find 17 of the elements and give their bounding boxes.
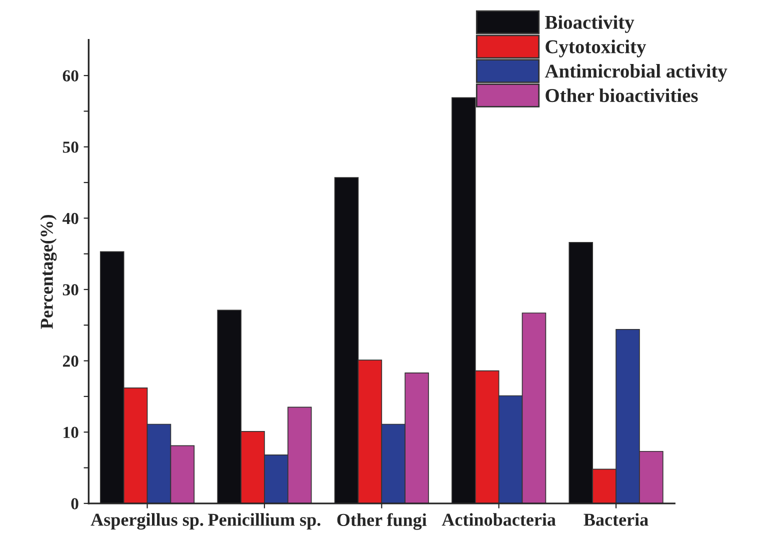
y-tick-label: 10 (64, 426, 78, 438)
x-tick-label: Actinobacteria (442, 513, 556, 526)
x-tick-label: Aspergillus sp. (90, 513, 204, 530)
x-tick-label: Penicillium sp. (208, 513, 320, 530)
y-tick-label: 50 (62, 142, 78, 153)
x-tick-label: Other fungi (337, 513, 427, 530)
y-tick-label: 20 (62, 356, 78, 367)
y-tick-label: 60 (62, 70, 78, 82)
legend-label: Cytotoxicity (546, 40, 646, 58)
legend-label: Antimicrobial activity (544, 64, 728, 82)
y-tick-label: 40 (62, 212, 78, 224)
legend-label: Bioactivity (545, 15, 634, 33)
y-tick-label: 30 (62, 284, 78, 296)
y-tick-label: 0 (71, 498, 78, 510)
legend-label: Other bioactivities (546, 88, 698, 102)
x-tick-label: Bacteria (584, 513, 648, 526)
y-axis-title: Percentage(%) (40, 214, 57, 329)
